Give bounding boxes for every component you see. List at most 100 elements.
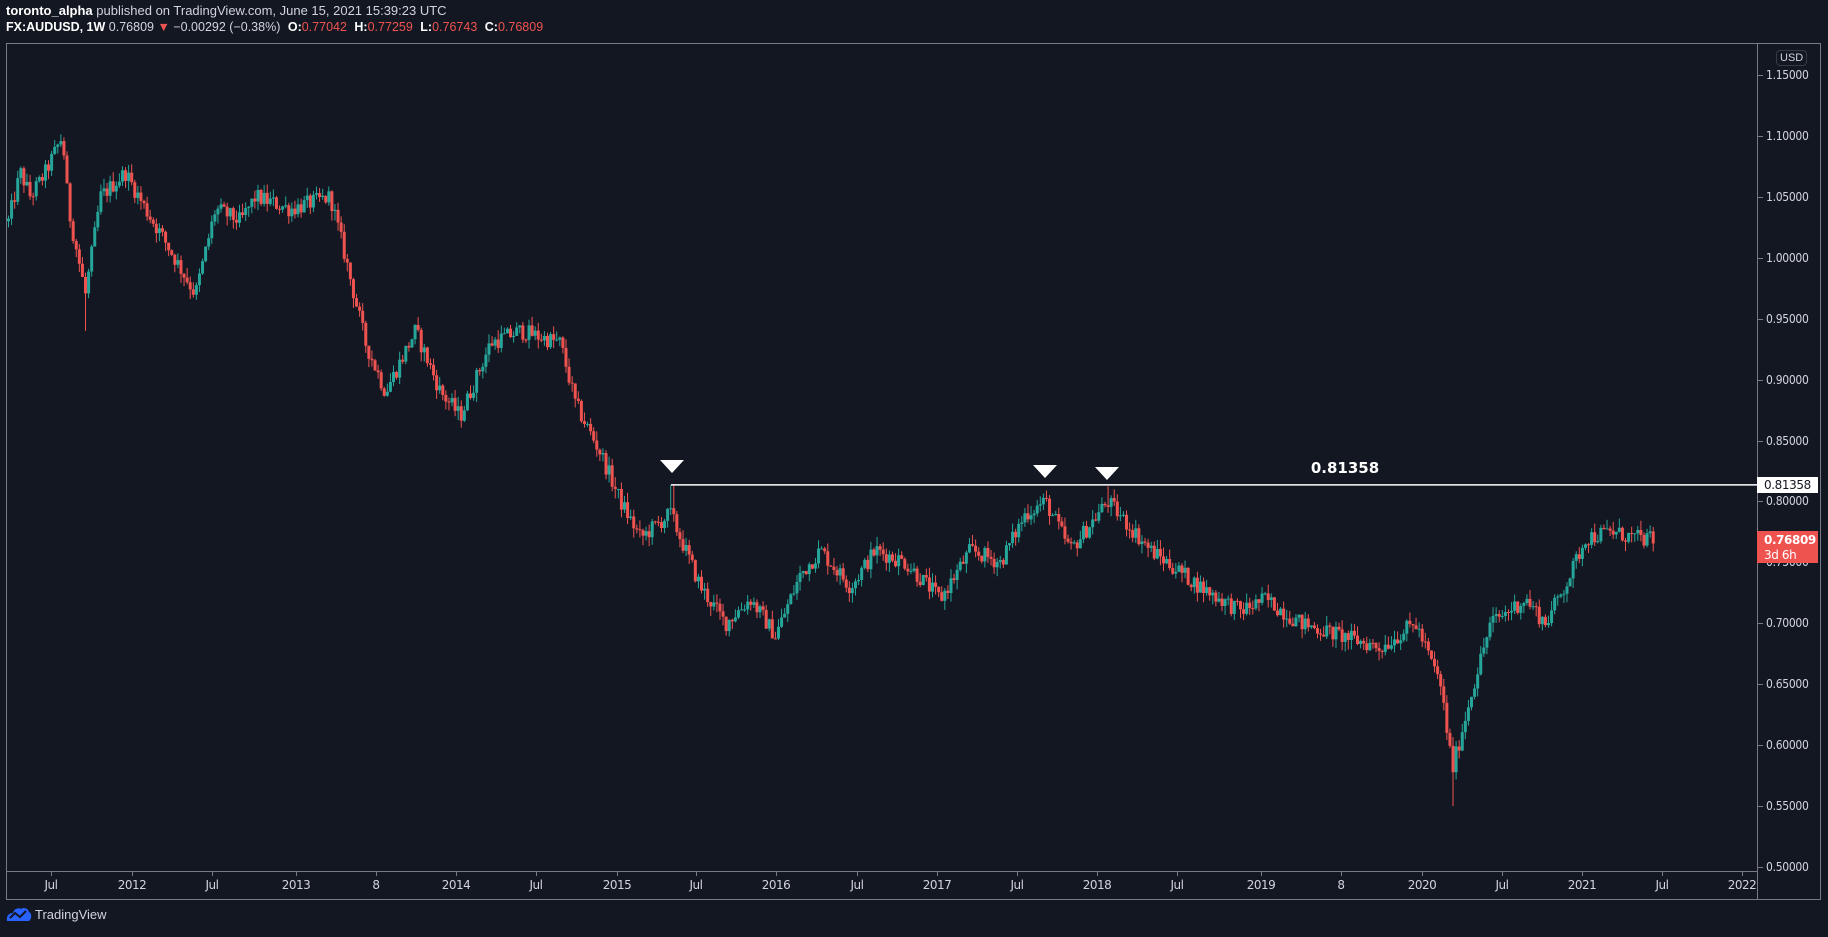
- time-tick-label: 2015: [602, 878, 632, 892]
- time-tick-label: 2018: [1082, 878, 1112, 892]
- tradingview-logo-icon: [6, 908, 32, 921]
- time-tick: [296, 872, 297, 876]
- price-tick: [1758, 196, 1763, 198]
- footer-brand[interactable]: TradingView: [6, 906, 107, 922]
- price-tick-label: 0.90000: [1766, 372, 1809, 387]
- last-price-value: 0.76809: [1764, 533, 1816, 547]
- bar-countdown: 3d 6h: [1764, 548, 1797, 562]
- time-tick: [617, 872, 618, 876]
- time-tick-label: 2014: [441, 878, 471, 892]
- time-tick-label: Jul: [689, 878, 703, 892]
- time-tick-label: 2019: [1246, 878, 1276, 892]
- price-tick: [1758, 501, 1763, 503]
- last-price-badge: 0.76809 3d 6h: [1757, 531, 1818, 563]
- down-triangle-marker-icon[interactable]: [1033, 465, 1057, 478]
- time-tick: [376, 872, 377, 876]
- time-tick: [1582, 872, 1583, 876]
- time-tick-label: 2017: [922, 878, 952, 892]
- down-triangle-marker-icon[interactable]: [660, 460, 684, 473]
- price-tick: [1758, 379, 1763, 381]
- price-tick-label: 0.60000: [1766, 738, 1809, 753]
- time-tick-label: 8: [1337, 878, 1345, 892]
- price-tick-label: 0.80000: [1766, 494, 1809, 509]
- time-tick: [1742, 872, 1743, 876]
- chart-frame: [6, 43, 1821, 900]
- time-tick: [1177, 872, 1178, 876]
- low-value: 0.76743: [432, 20, 478, 34]
- symbol-label: FX:AUDUSD, 1W: [6, 20, 106, 34]
- time-tick: [456, 872, 457, 876]
- high-value: 0.77259: [367, 20, 413, 34]
- level-price-badge: 0.81358: [1757, 477, 1818, 493]
- author-name[interactable]: toronto_alpha: [6, 3, 93, 18]
- time-tick-label: Jul: [850, 878, 864, 892]
- price-tick-label: 0.50000: [1766, 860, 1809, 875]
- time-tick: [1097, 872, 1098, 876]
- price-tick-label: 1.05000: [1766, 189, 1809, 204]
- currency-badge[interactable]: USD: [1776, 50, 1808, 66]
- time-tick-label: 2012: [117, 878, 147, 892]
- price-tick: [1758, 75, 1763, 76]
- candlestick-plot[interactable]: [7, 44, 1757, 871]
- time-tick: [937, 872, 938, 876]
- price-tick-label: 0.95000: [1766, 311, 1809, 326]
- time-tick-label: 2020: [1407, 878, 1437, 892]
- time-tick-label: Jul: [529, 878, 543, 892]
- time-tick: [132, 872, 133, 876]
- price-tick-label: 1.15000: [1766, 68, 1809, 82]
- time-tick-label: Jul: [1010, 878, 1024, 892]
- price-tick: [1758, 684, 1763, 686]
- publish-line: toronto_alpha published on TradingView.c…: [6, 3, 447, 18]
- time-tick-label: Jul: [1655, 878, 1669, 892]
- time-tick: [1662, 872, 1663, 876]
- time-tick-label: 8: [372, 878, 380, 892]
- time-tick: [1017, 872, 1018, 876]
- time-tick: [1341, 872, 1342, 876]
- price-tick-label: 0.70000: [1766, 616, 1809, 631]
- price-tick-label: 0.65000: [1766, 677, 1809, 692]
- time-tick-label: 2022: [1727, 878, 1757, 892]
- time-tick-label: 2013: [281, 878, 311, 892]
- brand-name: TradingView: [35, 906, 107, 922]
- open-value: 0.77042: [301, 20, 347, 34]
- time-tick: [776, 872, 777, 876]
- close-value: 0.76809: [497, 20, 544, 34]
- time-tick: [1422, 872, 1423, 876]
- time-tick: [1502, 872, 1503, 876]
- time-tick-label: 2016: [761, 878, 791, 892]
- time-tick: [536, 872, 537, 876]
- price-tick: [1758, 257, 1763, 259]
- last-price: 0.76809: [108, 20, 154, 34]
- price-tick: [1758, 867, 1763, 869]
- open-label: O:: [287, 20, 302, 34]
- time-tick: [1261, 872, 1262, 876]
- price-tick: [1758, 806, 1763, 808]
- published-text: published on TradingView.com, June 15, 2…: [96, 3, 447, 18]
- price-axis[interactable]: [1757, 43, 1758, 900]
- price-tick: [1758, 745, 1763, 747]
- time-tick-label: 2021: [1567, 878, 1597, 892]
- price-tick-label: 0.85000: [1766, 433, 1809, 448]
- change-value: −0.00292 (−0.38%): [173, 20, 281, 34]
- time-tick-label: Jul: [44, 878, 58, 892]
- high-label: H:: [354, 20, 368, 34]
- low-label: L:: [420, 20, 433, 34]
- time-tick: [696, 872, 697, 876]
- time-tick: [51, 872, 52, 876]
- price-tick: [1758, 318, 1763, 320]
- legend-line: FX:AUDUSD, 1W 0.76809 ▼ −0.00292 (−0.38%…: [6, 20, 543, 34]
- time-tick-label: Jul: [1495, 878, 1509, 892]
- down-triangle-marker-icon[interactable]: [1095, 467, 1119, 480]
- time-tick-label: Jul: [205, 878, 219, 892]
- time-tick: [857, 872, 858, 876]
- time-tick: [212, 872, 213, 876]
- price-tick: [1758, 440, 1763, 442]
- time-axis[interactable]: [6, 871, 1758, 872]
- level-price-label: 0.81358: [1310, 459, 1380, 477]
- down-arrow-icon: ▼: [157, 20, 170, 34]
- close-label: C:: [484, 20, 498, 34]
- price-tick: [1758, 135, 1763, 137]
- time-tick-label: Jul: [1170, 878, 1184, 892]
- price-tick-label: 0.55000: [1766, 799, 1809, 814]
- price-tick-label: 1.10000: [1766, 128, 1809, 143]
